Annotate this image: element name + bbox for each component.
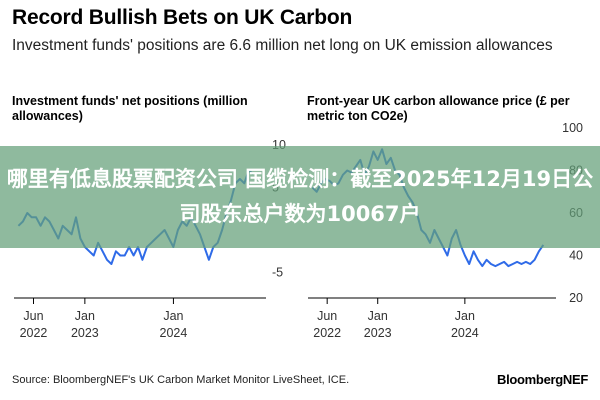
x-tick-label-0-2: Jan — [163, 309, 183, 323]
x-tick-label-0-0: Jun — [23, 309, 43, 323]
x-tick-label-1-2: Jan — [455, 309, 475, 323]
x-tick-year-1-0: 2022 — [313, 326, 341, 340]
y-tick-label-0-2: -5 — [272, 266, 283, 280]
y-tick-label-1-3: 40 — [569, 249, 583, 263]
overlay-banner[interactable]: 哪里有低息股票配资公司 国缆检测：截至2025年12月19日公司股东总户数为10… — [0, 146, 600, 248]
chart-title: Record Bullish Bets on UK Carbon — [12, 6, 353, 29]
x-tick-year-0-2: 2024 — [160, 326, 188, 340]
y-tick-label-1-4: 20 — [569, 291, 583, 305]
chart-subtitle: Investment funds' positions are 6.6 mill… — [12, 37, 553, 54]
right-panel-title: Front-year UK carbon allowance price (£ … — [307, 94, 570, 123]
x-tick-year-1-2: 2024 — [451, 326, 479, 340]
x-tick-year-0-0: 2022 — [20, 326, 48, 340]
x-tick-label-1-0: Jun — [317, 309, 337, 323]
x-tick-year-0-1: 2023 — [71, 326, 99, 340]
x-tick-year-1-1: 2023 — [364, 326, 392, 340]
x-tick-label-0-1: Jan — [75, 309, 95, 323]
x-tick-label-1-1: Jan — [368, 309, 388, 323]
source-note: Source: BloombergNEF's UK Carbon Market … — [12, 374, 350, 386]
y-tick-label-1-0: 100 — [562, 121, 583, 135]
brand-logo: BloombergNEF — [496, 372, 588, 387]
left-panel-title: Investment funds' net positions (million… — [12, 94, 248, 123]
